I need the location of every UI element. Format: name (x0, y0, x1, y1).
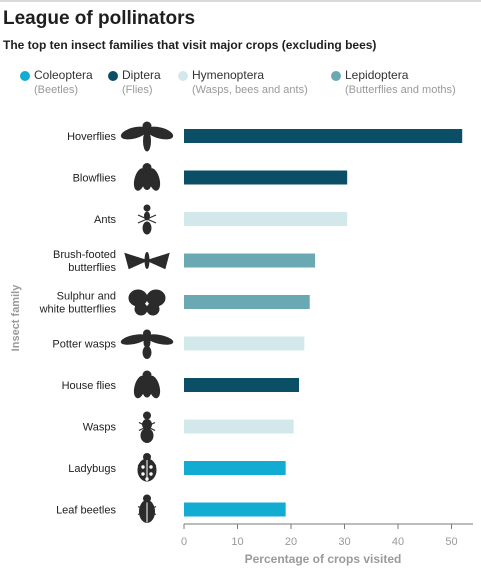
legend-sublabel: (Flies) (122, 84, 153, 96)
legend-sublabel: (Butterflies and moths) (345, 84, 456, 96)
legend-label: Hymenoptera (192, 68, 265, 82)
potter-wasp-icon (120, 329, 174, 359)
legend-swatch (178, 71, 188, 81)
x-axis-title: Percentage of crops visited (245, 552, 402, 566)
x-tick-label: 40 (392, 536, 404, 548)
category-label: Wasps (83, 422, 117, 434)
category-label: Ladybugs (68, 463, 116, 475)
legend-label: Diptera (122, 68, 161, 82)
legend-swatch (108, 71, 118, 81)
blowfly-icon (133, 163, 161, 191)
bar (184, 378, 300, 392)
bar (184, 295, 310, 309)
ant-icon (137, 204, 157, 235)
ladybug-icon (137, 453, 157, 482)
category-label: Leaf beetles (56, 505, 116, 517)
chart-title: League of pollinators (3, 8, 196, 29)
x-tick-label: 10 (231, 536, 243, 548)
bar (184, 502, 286, 517)
top-rule (0, 0, 481, 2)
house-fly-icon (133, 370, 161, 399)
x-tick-label: 30 (338, 536, 350, 548)
bar (184, 253, 316, 268)
x-tick-label: 20 (285, 536, 297, 548)
category-label: Hoverflies (67, 131, 116, 143)
bar (184, 212, 348, 226)
bar (184, 129, 463, 143)
x-tick-label: 0 (181, 536, 187, 548)
legend-swatch (20, 71, 30, 81)
category-label: House flies (62, 380, 117, 392)
bar (184, 336, 305, 351)
legend-sublabel: (Beetles) (34, 84, 79, 96)
wasp-icon (138, 411, 156, 443)
hoverfly-icon (120, 121, 174, 152)
category-label: Blowflies (73, 173, 117, 185)
category-label: Sulphur and (57, 291, 116, 303)
category-label: white butterflies (39, 304, 117, 316)
category-label: Potter wasps (52, 339, 116, 351)
chart-subtitle: The top ten insect families that visit m… (3, 38, 377, 52)
legend-label: Coleoptera (34, 68, 93, 82)
leaf-beetle-icon (137, 494, 157, 523)
category-label: butterflies (68, 262, 116, 274)
legend-label: Lepidoptera (345, 68, 409, 82)
bar (184, 461, 286, 475)
brush-footed-butterfly-icon (124, 252, 170, 270)
bar (184, 170, 348, 185)
x-tick-label: 50 (445, 536, 457, 548)
bar (184, 419, 294, 434)
category-label: Ants (94, 214, 117, 226)
category-label: Brush-footed (53, 249, 116, 261)
sulphur-butterfly-icon (128, 289, 166, 316)
legend-swatch (331, 71, 341, 81)
legend-sublabel: (Wasps, bees and ants) (192, 84, 308, 96)
